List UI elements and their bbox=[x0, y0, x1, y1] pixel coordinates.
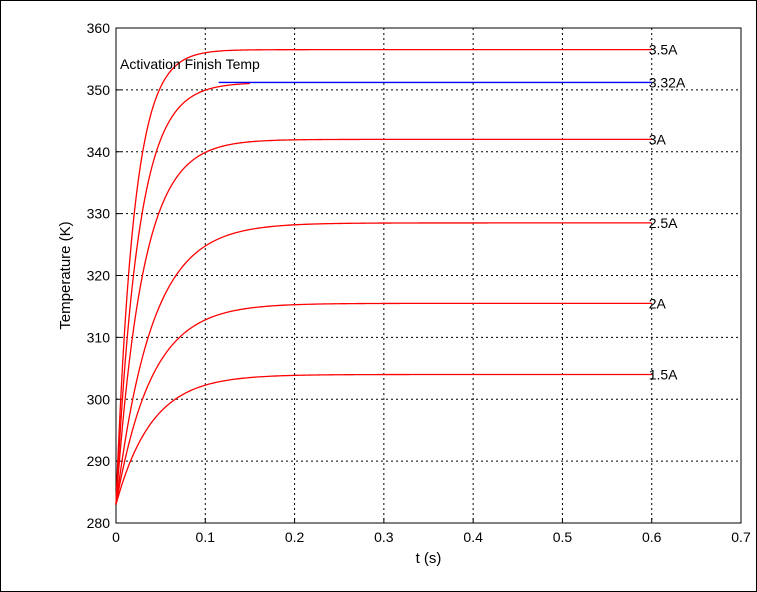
curve-labels: 1.5A 2A 2.5A 3A 3.32A 3.5A bbox=[649, 42, 686, 383]
curve-label-3.32A: 3.32A bbox=[649, 74, 686, 90]
y-tick-label-4: 320 bbox=[87, 268, 111, 284]
curve-2.5A bbox=[115, 222, 652, 505]
y-tick-label-8: 360 bbox=[87, 20, 111, 36]
curve-label-2A: 2A bbox=[649, 295, 667, 311]
y-tick-label-7: 350 bbox=[87, 82, 111, 98]
x-tick-label-5: 0.5 bbox=[553, 529, 573, 545]
activation-finish-temp-label: Activation Finish Temp bbox=[120, 56, 260, 72]
y-tick-label-5: 330 bbox=[87, 206, 111, 222]
curve-label-1.5A: 1.5A bbox=[649, 367, 678, 383]
temperature-curves bbox=[115, 49, 652, 505]
y-tick-label-0: 280 bbox=[87, 515, 111, 531]
x-tick-label-0: 0 bbox=[112, 529, 120, 545]
curve-label-2.5A: 2.5A bbox=[649, 215, 678, 231]
curve-label-3.5A: 3.5A bbox=[649, 42, 678, 58]
x-tick-label-7: 0.7 bbox=[731, 529, 751, 545]
y-tick-label-6: 340 bbox=[87, 144, 111, 160]
y-axis-label: Temperature (K) bbox=[57, 221, 74, 329]
curve-3.5A bbox=[115, 49, 652, 505]
x-tick-label-3: 0.3 bbox=[374, 529, 394, 545]
curve-label-3A: 3A bbox=[649, 131, 667, 147]
axis-ticks: 0 0.1 0.2 0.3 0.4 0.5 0.6 0.7 280 290 300 310 320 330… bbox=[87, 20, 751, 545]
grid-lines bbox=[116, 28, 741, 523]
x-tick-label-6: 0.6 bbox=[642, 529, 662, 545]
curve-2A bbox=[115, 302, 652, 505]
x-tick-label-2: 0.2 bbox=[285, 529, 305, 545]
y-tick-label-1: 290 bbox=[87, 453, 111, 469]
curve-1.5A bbox=[115, 373, 652, 505]
x-axis-label: t (s) bbox=[416, 550, 442, 567]
y-tick-label-2: 300 bbox=[87, 391, 111, 407]
y-tick-label-3: 310 bbox=[87, 329, 111, 345]
curve-3A bbox=[115, 138, 652, 505]
curve-3.32A bbox=[115, 82, 250, 505]
x-tick-label-4: 0.4 bbox=[463, 529, 483, 545]
x-tick-label-1: 0.1 bbox=[196, 529, 216, 545]
